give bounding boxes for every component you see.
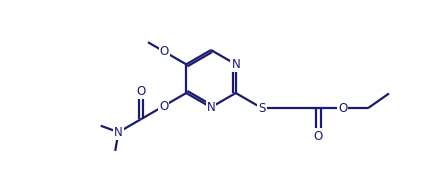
Text: S: S — [258, 102, 266, 115]
Text: N: N — [207, 101, 215, 114]
Text: O: O — [338, 102, 347, 115]
Text: O: O — [160, 45, 169, 58]
Text: O: O — [314, 130, 323, 142]
Text: N: N — [114, 126, 123, 139]
Text: N: N — [231, 58, 240, 71]
Text: O: O — [159, 100, 168, 113]
Text: O: O — [136, 85, 146, 98]
